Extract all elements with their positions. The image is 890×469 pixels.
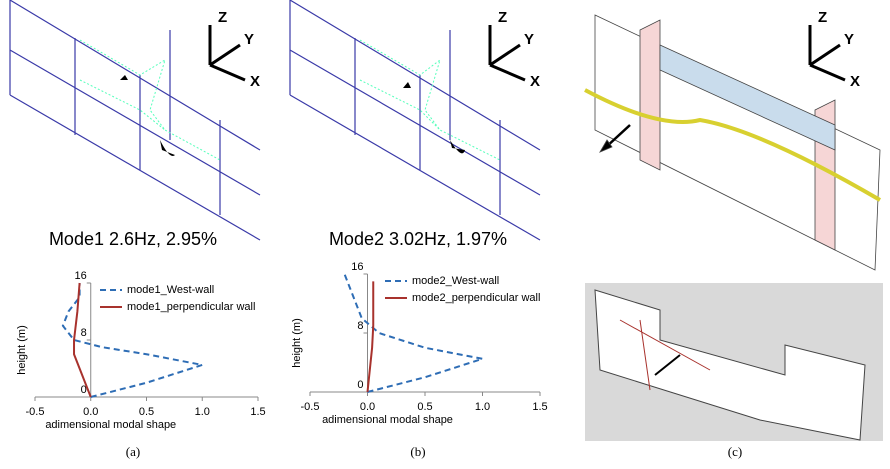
x-tick-label: 1.0	[475, 401, 490, 413]
axis-letter: Y	[524, 31, 534, 48]
x-tick-label: 0.5	[139, 406, 154, 418]
y-tick-label: 8	[81, 327, 87, 339]
axis-letter: X	[530, 73, 540, 90]
mode-label: Mode2 3.02Hz, 1.97%	[329, 229, 507, 249]
x-tick-label: -0.5	[301, 401, 320, 413]
x-tick-label: 1.0	[195, 406, 210, 418]
axis-letter: X	[850, 73, 860, 90]
x-tick-label: 1.5	[532, 401, 547, 413]
x-axis-label: adimensional modal shape	[322, 414, 453, 426]
y-axis-label: height (m)	[16, 325, 28, 375]
x-tick-label: -0.5	[26, 406, 45, 418]
y-tick-label: 0	[357, 379, 363, 391]
illustration-top	[585, 15, 880, 270]
axis-letter: Z	[498, 9, 507, 26]
wireframe-a	[10, 0, 260, 240]
x-axis-label: adimensional modal shape	[45, 419, 176, 431]
axis-letter: Z	[818, 9, 827, 26]
y-axis-label: height (m)	[291, 318, 303, 368]
illustration-bottom	[585, 283, 883, 441]
wireframe-b	[290, 0, 540, 240]
axis-letter: Z	[218, 9, 227, 26]
caption: (b)	[410, 444, 425, 459]
series-line	[368, 281, 374, 392]
x-tick-label: 0.0	[83, 406, 98, 418]
axis-letter: Y	[244, 31, 254, 48]
legend-label: mode2_perpendicular wall	[412, 292, 540, 304]
legend-label: mode2_West-wall	[412, 275, 499, 287]
caption: (c)	[728, 444, 742, 459]
caption: (a)	[126, 444, 140, 459]
legend-label: mode1_perpendicular wall	[127, 301, 255, 313]
mode-label: Mode1 2.6Hz, 2.95%	[49, 229, 217, 249]
y-tick-label: 16	[351, 261, 363, 273]
figure: Z Y X Z Y X Z Y X Mode1 2.6Hz, 2.95% Mod…	[0, 0, 890, 464]
axis-letter: Y	[844, 31, 854, 48]
legend-label: mode1_West-wall	[127, 284, 214, 296]
axis-letter: X	[250, 73, 260, 90]
y-tick-label: 16	[75, 270, 87, 282]
y-tick-label: 8	[357, 320, 363, 332]
x-tick-label: 1.5	[250, 406, 265, 418]
x-tick-label: 0.5	[417, 401, 432, 413]
x-tick-label: 0.0	[360, 401, 375, 413]
